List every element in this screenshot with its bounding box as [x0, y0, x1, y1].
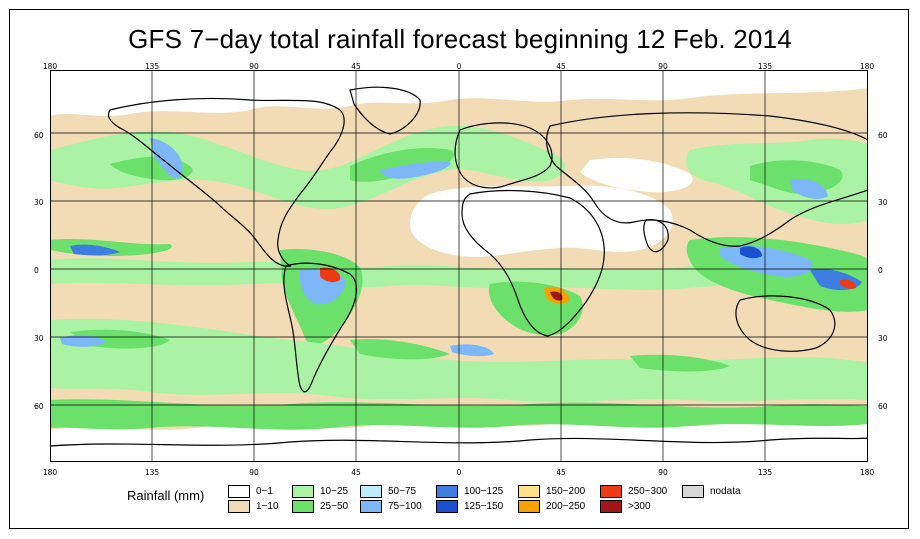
lat-label-right: 30	[878, 334, 888, 343]
legend-swatch	[600, 485, 622, 498]
legend-label: 1−10	[256, 501, 279, 512]
legend-swatch	[518, 500, 540, 513]
lon-label-top: 45	[556, 62, 566, 71]
lon-label-bottom: 45	[556, 468, 566, 477]
lat-label-right: 30	[878, 198, 888, 207]
legend-label: 10−25	[320, 486, 349, 497]
lon-label-top: 180	[42, 62, 58, 71]
lat-label-left: 60	[34, 131, 44, 140]
lat-label-left: 30	[34, 334, 44, 343]
legend-label: 150−200	[546, 486, 586, 497]
coastlines	[50, 86, 868, 447]
rain-patch	[70, 244, 120, 256]
legend-swatch	[360, 500, 382, 513]
lon-label-bottom: 135	[757, 468, 773, 477]
legend-swatch	[436, 485, 458, 498]
legend-label: 125−150	[464, 501, 504, 512]
rain-patch	[550, 291, 563, 301]
lon-label-top: 90	[249, 62, 259, 71]
legend-label: 50−75	[388, 486, 417, 497]
legend-label: 200−250	[546, 501, 586, 512]
rain-patch	[320, 267, 341, 283]
legend-swatch	[228, 485, 250, 498]
lon-label-bottom: 0	[456, 468, 462, 477]
lon-label-top: 0	[456, 62, 462, 71]
legend-label: nodata	[710, 486, 741, 497]
legend-swatch	[360, 485, 382, 498]
lon-label-top: 90	[658, 62, 668, 71]
lon-label-bottom: 45	[351, 468, 361, 477]
lon-label-bottom: 180	[42, 468, 58, 477]
rainfall-map	[50, 70, 868, 462]
legend-label: 75−100	[388, 501, 422, 512]
lon-label-top: 45	[351, 62, 361, 71]
legend-title: Rainfall (mm)	[127, 488, 205, 503]
map-border	[50, 70, 868, 462]
rain-patch	[60, 335, 106, 347]
lon-label-top: 180	[859, 62, 875, 71]
rain-patch	[740, 246, 762, 259]
legend-swatch	[228, 500, 250, 513]
rain-patch	[580, 157, 693, 193]
graticule	[50, 70, 868, 462]
legend-label: >300	[628, 501, 651, 512]
legend-swatch	[436, 500, 458, 513]
legend-swatch	[682, 485, 704, 498]
rain-patch	[350, 339, 450, 360]
legend-label: 0−1	[256, 486, 273, 497]
legend-swatch	[518, 485, 540, 498]
sahara-arabia-dry-region	[410, 185, 673, 257]
legend-swatch	[292, 500, 314, 513]
map-title: GFS 7−day total rainfall forecast beginn…	[128, 24, 792, 54]
lat-label-right: 60	[878, 131, 888, 140]
legend-swatch	[292, 485, 314, 498]
north-pacific-atlantic-rain-band	[50, 125, 565, 209]
lat-label-left: 30	[34, 198, 44, 207]
legend-label: 250−300	[628, 486, 668, 497]
rain-patch	[840, 279, 856, 289]
southern-storm-track	[50, 318, 868, 402]
lon-label-bottom: 90	[249, 468, 259, 477]
lon-label-bottom: 135	[144, 468, 160, 477]
lon-label-top: 135	[144, 62, 160, 71]
rain-patch	[790, 178, 828, 199]
lon-label-bottom: 90	[658, 468, 668, 477]
lat-label-right: 60	[878, 402, 888, 411]
lon-label-bottom: 180	[859, 468, 875, 477]
rain-patch	[450, 344, 494, 357]
rain-patch	[380, 161, 451, 179]
legend-label: 100−125	[464, 486, 504, 497]
lon-label-top: 135	[757, 62, 773, 71]
rain-patch	[630, 354, 730, 372]
lat-label-left: 60	[34, 402, 44, 411]
legend-swatch	[600, 500, 622, 513]
lat-label-left: 0	[34, 266, 39, 275]
lat-label-right: 0	[878, 266, 883, 275]
legend-label: 25−50	[320, 501, 349, 512]
rain-patch	[350, 147, 454, 182]
